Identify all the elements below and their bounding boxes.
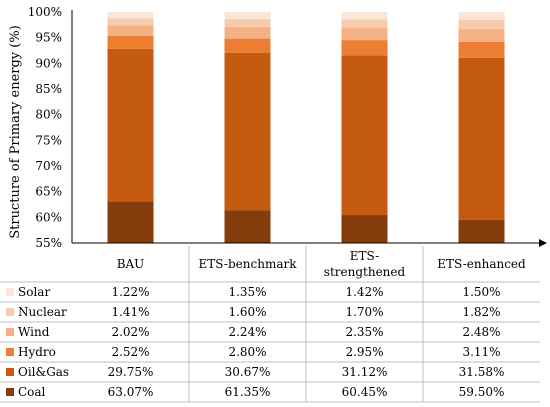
y-axis-label: Structure of Primary energy (%) bbox=[8, 25, 23, 239]
table-cell: 1.42% bbox=[345, 285, 383, 299]
series-label: Nuclear bbox=[18, 305, 67, 319]
series-label: Solar bbox=[18, 285, 50, 299]
table-cell: 31.12% bbox=[342, 365, 388, 379]
y-tick-label: 80% bbox=[35, 108, 62, 122]
table-cell: 2.95% bbox=[345, 345, 383, 359]
series-label: Oil&Gas bbox=[18, 365, 69, 379]
table-cell: 1.50% bbox=[462, 285, 500, 299]
category-label: BAU bbox=[117, 257, 145, 271]
bar-segment bbox=[458, 19, 505, 30]
table-cell: 30.67% bbox=[225, 365, 271, 379]
bar-segment bbox=[107, 35, 154, 49]
bar-segment bbox=[107, 12, 154, 19]
bar-segment bbox=[107, 25, 154, 36]
table-cell: 1.70% bbox=[345, 305, 383, 319]
bar-segment bbox=[224, 12, 271, 19]
table-cell: 2.24% bbox=[228, 325, 266, 339]
bar-segment bbox=[224, 52, 271, 211]
table-cell: 1.22% bbox=[111, 285, 149, 299]
bar-segment bbox=[458, 57, 505, 220]
legend-swatch bbox=[6, 388, 14, 396]
legend-swatch bbox=[6, 328, 14, 336]
y-tick-label: 60% bbox=[35, 210, 62, 224]
y-tick-label: 95% bbox=[35, 31, 62, 45]
table-cell: 1.60% bbox=[228, 305, 266, 319]
bar-segment bbox=[341, 215, 388, 243]
y-tick-label: 100% bbox=[28, 5, 62, 19]
bar-segment bbox=[107, 201, 154, 243]
y-tick-label: 70% bbox=[35, 159, 62, 173]
table-cell: 61.35% bbox=[225, 385, 271, 399]
bar-segment bbox=[341, 55, 388, 216]
y-tick-label: 85% bbox=[35, 82, 62, 96]
bar-segment bbox=[341, 40, 388, 56]
category-label: ETS-strengthened bbox=[324, 249, 406, 279]
bar-segment bbox=[224, 18, 271, 28]
table-cell: 2.02% bbox=[111, 325, 149, 339]
legend-swatch bbox=[6, 288, 14, 296]
table-cell: 1.41% bbox=[111, 305, 149, 319]
legend-swatch bbox=[6, 348, 14, 356]
y-tick-label: 55% bbox=[35, 236, 62, 250]
series-label: Hydro bbox=[18, 345, 56, 359]
y-tick-label: 75% bbox=[35, 133, 62, 147]
bar-segment bbox=[458, 12, 505, 20]
table-cell: 2.80% bbox=[228, 345, 266, 359]
table-cell: 63.07% bbox=[108, 385, 154, 399]
bar-segment bbox=[341, 28, 388, 41]
category-label: ETS-benchmark bbox=[199, 257, 298, 271]
bar-segment bbox=[107, 48, 154, 202]
legend-swatch bbox=[6, 368, 14, 376]
category-label: ETS-enhanced bbox=[437, 257, 526, 271]
x-axis-arrow bbox=[539, 239, 547, 247]
y-tick-label: 65% bbox=[35, 185, 62, 199]
bar-segment bbox=[341, 19, 388, 29]
table-cell: 1.82% bbox=[462, 305, 500, 319]
bar-segment bbox=[458, 219, 505, 243]
table-cell: 3.11% bbox=[462, 345, 500, 359]
bar-segment bbox=[224, 38, 271, 53]
table-cell: 2.52% bbox=[111, 345, 149, 359]
bar-segment bbox=[341, 12, 388, 20]
series-label: Wind bbox=[18, 325, 50, 339]
bar-segment bbox=[458, 41, 505, 58]
bar-segment bbox=[224, 210, 271, 243]
table-cell: 60.45% bbox=[342, 385, 388, 399]
table-cell: 2.35% bbox=[345, 325, 383, 339]
bar-segment bbox=[224, 27, 271, 39]
table-cell: 2.48% bbox=[462, 325, 500, 339]
table-cell: 29.75% bbox=[108, 365, 154, 379]
table-cell: 59.50% bbox=[459, 385, 505, 399]
bar-segment bbox=[458, 29, 505, 42]
table-cell: 31.58% bbox=[459, 365, 505, 379]
legend-swatch bbox=[6, 308, 14, 316]
series-label: Coal bbox=[18, 385, 46, 399]
bar-segment bbox=[107, 18, 154, 26]
y-tick-label: 90% bbox=[35, 56, 62, 70]
table-cell: 1.35% bbox=[228, 285, 266, 299]
